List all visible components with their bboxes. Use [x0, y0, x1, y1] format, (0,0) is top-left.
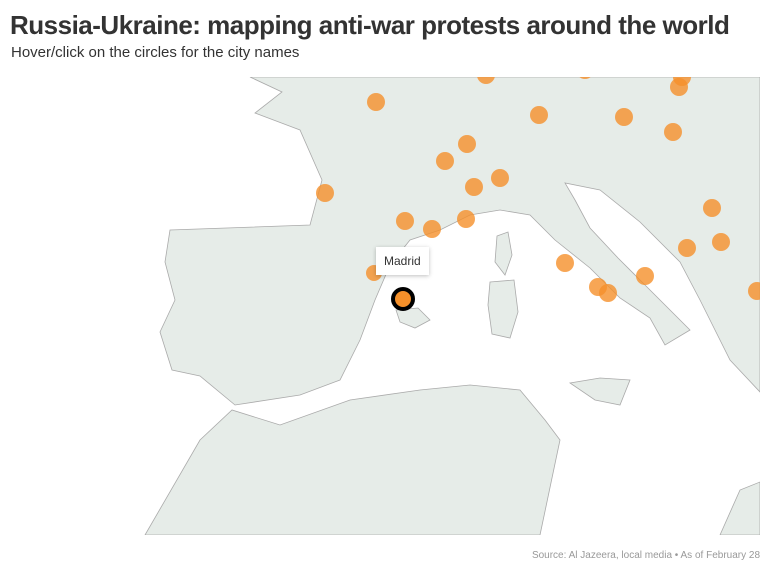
protest-circle[interactable]: [477, 77, 495, 84]
map: [10, 77, 760, 535]
subtitle: Hover/click on the circles for the city …: [11, 44, 300, 61]
source: Source: Al Jazeera, local media • As of …: [531, 550, 760, 561]
title: Russia-Ukraine: mapping anti-war protest…: [10, 10, 730, 40]
protest-circle[interactable]: [703, 199, 721, 217]
protest-circle[interactable]: [670, 78, 688, 96]
protest-circle[interactable]: [465, 178, 483, 196]
sicily: [568, 377, 631, 406]
protest-circle[interactable]: [491, 169, 509, 187]
protest-circle[interactable]: [316, 184, 334, 202]
protest-circle[interactable]: [457, 210, 475, 228]
africa-east: [719, 481, 760, 535]
protest-circle[interactable]: [530, 106, 548, 124]
protest-circle[interactable]: [396, 212, 414, 230]
protest-circle[interactable]: [664, 123, 682, 141]
sardinia: [487, 279, 519, 339]
protest-circle[interactable]: [423, 220, 441, 238]
protest-circle[interactable]: [576, 77, 594, 79]
protest-circle[interactable]: [712, 233, 730, 251]
protest-circle[interactable]: [636, 267, 654, 285]
tooltip: Madrid: [376, 247, 429, 275]
protest-circle[interactable]: [367, 93, 385, 111]
protest-circle[interactable]: [599, 284, 617, 302]
corsica: [494, 231, 513, 276]
protest-circle[interactable]: [678, 239, 696, 257]
balearic: [395, 307, 431, 329]
protest-circle-selected[interactable]: [391, 287, 415, 311]
tooltip-pointer: [396, 277, 410, 284]
protest-circle[interactable]: [556, 254, 574, 272]
protest-circle[interactable]: [436, 152, 454, 170]
protest-circle[interactable]: [748, 282, 760, 300]
europe: [159, 77, 760, 406]
protest-circle[interactable]: [615, 108, 633, 126]
africa: [144, 384, 561, 535]
protest-circle[interactable]: [458, 135, 476, 153]
